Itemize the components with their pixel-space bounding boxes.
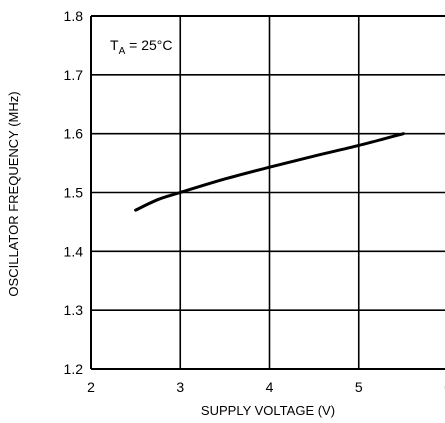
plot-frame bbox=[90, 15, 445, 370]
y-tick-label: 1.5 bbox=[64, 185, 84, 201]
y-axis-title: OSCILLATOR FREQUENCY (MHz) bbox=[6, 91, 21, 296]
y-tick-label: 1.8 bbox=[64, 8, 84, 24]
annotation-rest: = 25°C bbox=[125, 37, 172, 53]
series-layer bbox=[134, 132, 405, 212]
x-axis-title: SUPPLY VOLTAGE (V) bbox=[201, 403, 335, 418]
temperature-annotation: TA = 25°C bbox=[110, 37, 172, 57]
x-tick-label: 5 bbox=[355, 379, 363, 395]
x-tick-label: 4 bbox=[266, 379, 274, 395]
series-line bbox=[134, 132, 405, 212]
y-tick-label: 1.6 bbox=[64, 126, 84, 142]
tick-labels: 234561.21.31.41.51.61.71.8 bbox=[64, 8, 445, 395]
y-tick-label: 1.7 bbox=[64, 67, 84, 83]
annotation-subscript: A bbox=[119, 46, 126, 57]
y-tick-label: 1.2 bbox=[64, 361, 84, 377]
x-tick-label: 3 bbox=[176, 379, 184, 395]
y-tick-label: 1.3 bbox=[64, 302, 84, 318]
y-tick-label: 1.4 bbox=[64, 243, 84, 259]
x-tick-label: 2 bbox=[87, 379, 95, 395]
annotation-main: T bbox=[110, 37, 119, 53]
grid-layer bbox=[91, 16, 445, 369]
